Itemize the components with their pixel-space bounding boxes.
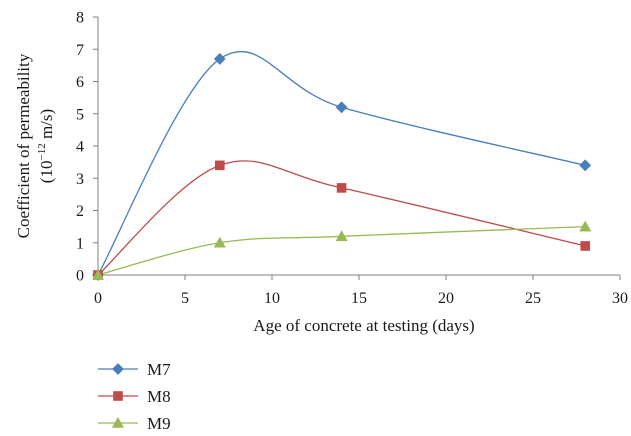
legend-marker-m9 xyxy=(111,416,125,428)
x-tick-label: 30 xyxy=(612,290,628,307)
legend-marker-m7 xyxy=(112,363,124,375)
y-tick-label: 4 xyxy=(76,139,84,156)
data-point-m8 xyxy=(215,160,225,171)
y-tick-label: 3 xyxy=(76,171,84,188)
axes xyxy=(97,17,620,276)
data-point-m9 xyxy=(335,230,348,242)
data-point-m9 xyxy=(213,236,226,248)
x-tick-label: 25 xyxy=(525,290,541,307)
data-point-m7 xyxy=(213,53,226,65)
x-tick-label: 15 xyxy=(351,290,367,307)
data-point-m8 xyxy=(580,241,591,251)
y-axis-unit-exponent: −12 xyxy=(36,143,48,160)
x-tick-label: 5 xyxy=(181,290,189,307)
legend-item-m7: M7 xyxy=(98,360,171,379)
legend: M7 M8 M9 xyxy=(98,360,171,433)
y-tick-label: 6 xyxy=(76,74,84,91)
y-axis-title-line2: (10−12 m/s) xyxy=(36,109,56,183)
y-tick-label: 0 xyxy=(76,268,84,285)
data-point-m8 xyxy=(336,183,347,193)
legend-label-m8: M8 xyxy=(147,387,171,406)
legend-label-m9: M9 xyxy=(147,414,171,433)
data-point-m9 xyxy=(91,268,105,280)
y-axis-title: Coefficient of permeability (10−12 m/s) xyxy=(14,53,56,238)
x-axis-title: Age of concrete at testing (days) xyxy=(253,316,474,335)
x-tick-label: 20 xyxy=(438,290,454,307)
y-tick-label: 8 xyxy=(76,10,84,27)
y-axis-unit-prefix: (10 xyxy=(37,161,56,184)
legend-item-m8: M8 xyxy=(98,387,171,406)
data-point-m9 xyxy=(579,220,592,232)
ticks: 0 1 2 3 4 5 6 7 8 0 5 10 15 20 25 30 xyxy=(76,10,628,308)
y-tick-label: 2 xyxy=(76,203,84,220)
series-line-m8 xyxy=(97,160,586,276)
legend-marker-m8 xyxy=(113,391,123,401)
y-tick-label: 7 xyxy=(76,42,84,59)
data-point-m7 xyxy=(579,159,592,172)
y-axis-unit-suffix: m/s) xyxy=(37,109,56,143)
markers xyxy=(91,53,592,281)
legend-item-m9: M9 xyxy=(98,414,171,433)
y-tick-label: 1 xyxy=(76,235,84,252)
y-tick-label: 5 xyxy=(76,106,84,123)
series-line-m9 xyxy=(97,225,586,276)
series xyxy=(97,50,586,276)
x-tick-label: 10 xyxy=(264,290,280,307)
x-tick-label: 0 xyxy=(94,290,102,307)
series-line-m7 xyxy=(97,50,586,276)
data-point-m7 xyxy=(335,101,348,114)
y-axis-title-line1: Coefficient of permeability xyxy=(14,53,33,238)
legend-label-m7: M7 xyxy=(147,360,171,379)
